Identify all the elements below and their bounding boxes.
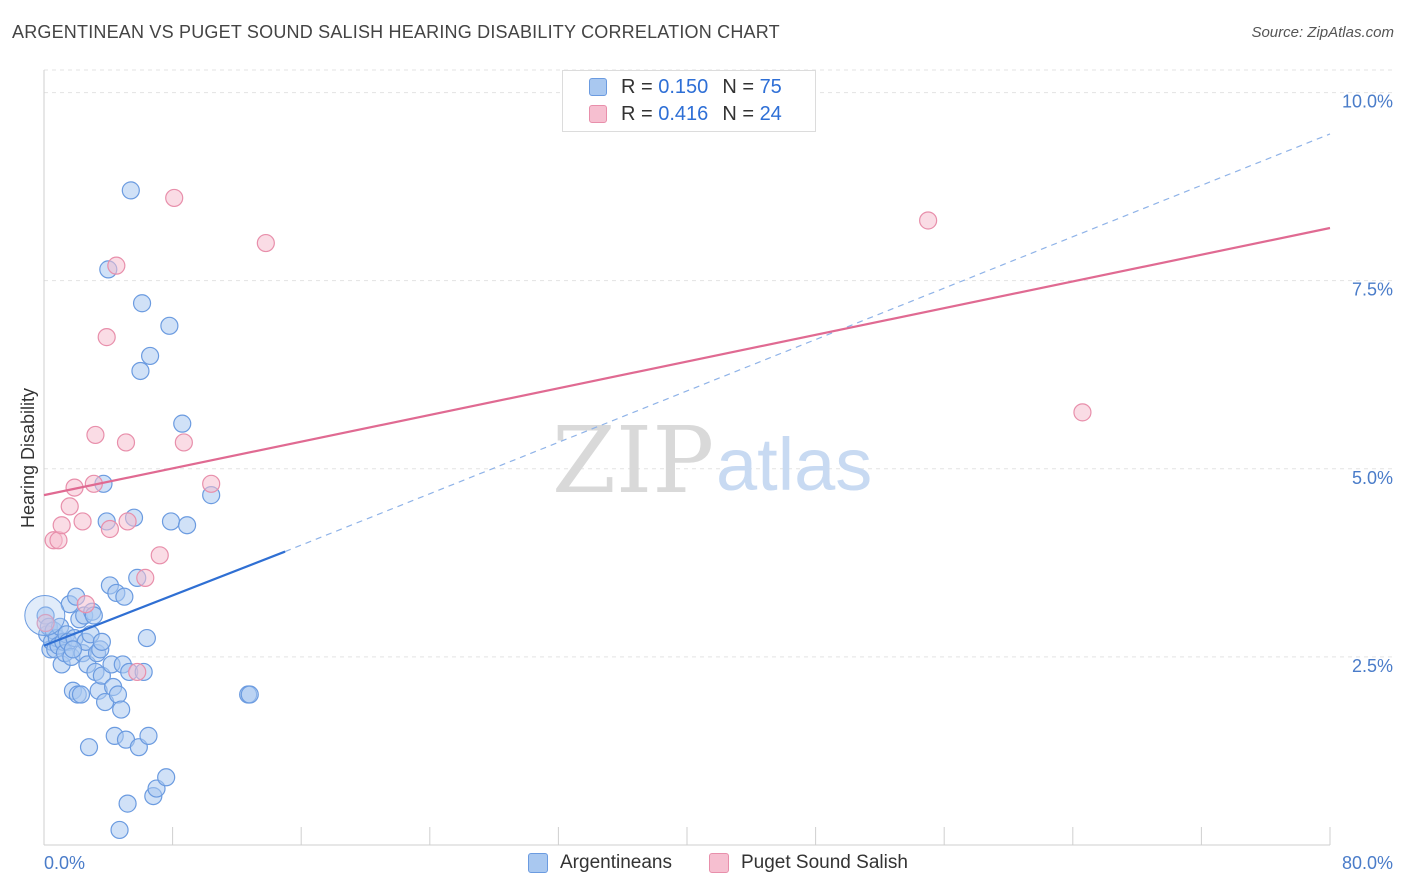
watermark-atlas: atlas [716, 423, 872, 506]
chart-source: Source: ZipAtlas.com [1251, 24, 1394, 41]
legend-swatch-blue [589, 78, 607, 96]
series-swatch-pink [709, 853, 729, 873]
point-puget-sound-salish [97, 328, 116, 347]
x-tick-label-min: 0.0% [44, 853, 85, 873]
series-legend-label: Argentineans [560, 852, 672, 873]
trend-line-argentineans [43, 550, 286, 647]
y-tick-label: 7.5% [1352, 280, 1393, 300]
trend-line-puget-sound-salish [43, 226, 1331, 497]
point-argentineans [110, 820, 129, 840]
point-puget-sound-salish [60, 497, 79, 516]
point-argentineans [139, 726, 158, 745]
series-swatch-blue [528, 853, 548, 873]
point-argentineans-large [24, 595, 66, 637]
legend-n-label: N = [722, 75, 754, 98]
point-puget-sound-salish [174, 433, 193, 452]
legend-r-label: R = [621, 75, 653, 98]
point-argentineans [160, 316, 179, 335]
trend-line-argentineans-extrapolated [284, 133, 1331, 553]
y-tick-label: 10.0% [1342, 92, 1393, 112]
grid-layer [44, 69, 1394, 658]
series-legend-label: Puget Sound Salish [741, 852, 908, 873]
point-argentineans [240, 685, 259, 704]
point-argentineans [131, 361, 150, 381]
point-puget-sound-salish [150, 546, 169, 565]
point-puget-sound-salish [49, 531, 68, 550]
point-puget-sound-salish [52, 516, 71, 535]
legend-r-value: 0.416 [658, 102, 709, 125]
correlation-legend: R = 0.150 N = 75 R = 0.416 N = 24 [562, 70, 816, 132]
point-argentineans [118, 794, 137, 813]
x-tick-label-max: 80.0% [1342, 853, 1393, 873]
point-argentineans [108, 685, 128, 704]
points-layer [24, 181, 1092, 840]
axis-layer: 2.5% 5.0% 7.5% 10.0% [43, 70, 1393, 846]
legend-r-label: R = [621, 102, 653, 125]
point-puget-sound-salish [76, 595, 95, 614]
point-argentineans [115, 587, 134, 606]
point-puget-sound-salish [116, 433, 136, 452]
series-legend-puget-sound-salish[interactable]: Puget Sound Salish [709, 852, 908, 874]
point-argentineans [140, 346, 160, 366]
y-tick-label: 2.5% [1352, 656, 1393, 676]
y-axis-label: Hearing Disability [18, 388, 38, 528]
point-argentineans [92, 632, 111, 651]
series-legend-argentineans[interactable]: Argentineans [528, 852, 672, 874]
series-legend: Argentineans Puget Sound Salish [0, 852, 1406, 878]
legend-n-value: 75 [759, 75, 782, 98]
point-argentineans [157, 768, 176, 787]
point-argentineans [63, 640, 83, 659]
point-puget-sound-salish [118, 512, 137, 531]
point-puget-sound-salish [256, 233, 275, 253]
watermark: ZIP atlas [552, 407, 872, 514]
point-argentineans [161, 512, 181, 531]
point-argentineans [132, 294, 152, 313]
chart-title: ARGENTINEAN VS PUGET SOUND SALISH HEARIN… [12, 22, 780, 42]
point-argentineans [137, 628, 156, 648]
point-puget-sound-salish [36, 613, 55, 633]
trend-layer [43, 133, 1331, 647]
point-argentineans [71, 685, 91, 704]
legend-swatch-pink [589, 105, 607, 123]
legend-r-value: 0.150 [658, 75, 709, 98]
point-puget-sound-salish [136, 568, 155, 587]
point-puget-sound-salish [202, 474, 221, 493]
point-puget-sound-salish [919, 211, 938, 230]
point-argentineans [177, 516, 197, 535]
point-puget-sound-salish [128, 662, 147, 682]
point-argentineans [79, 738, 99, 757]
legend-row-argentineans: R = 0.150 N = 75 [589, 75, 782, 99]
point-argentineans [112, 700, 131, 719]
point-argentineans [173, 414, 192, 433]
legend-n-value: 24 [759, 102, 782, 125]
point-puget-sound-salish [1073, 403, 1092, 422]
point-argentineans [121, 181, 140, 200]
point-puget-sound-salish [107, 256, 126, 275]
legend-n-label: N = [722, 102, 754, 125]
point-puget-sound-salish [86, 425, 105, 445]
point-puget-sound-salish [165, 188, 184, 208]
y-tick-label: 5.0% [1352, 468, 1393, 488]
point-puget-sound-salish [73, 512, 92, 531]
point-puget-sound-salish [100, 519, 120, 539]
watermark-zip: ZIP [552, 407, 714, 514]
legend-row-puget-sound-salish: R = 0.416 N = 24 [589, 102, 782, 126]
